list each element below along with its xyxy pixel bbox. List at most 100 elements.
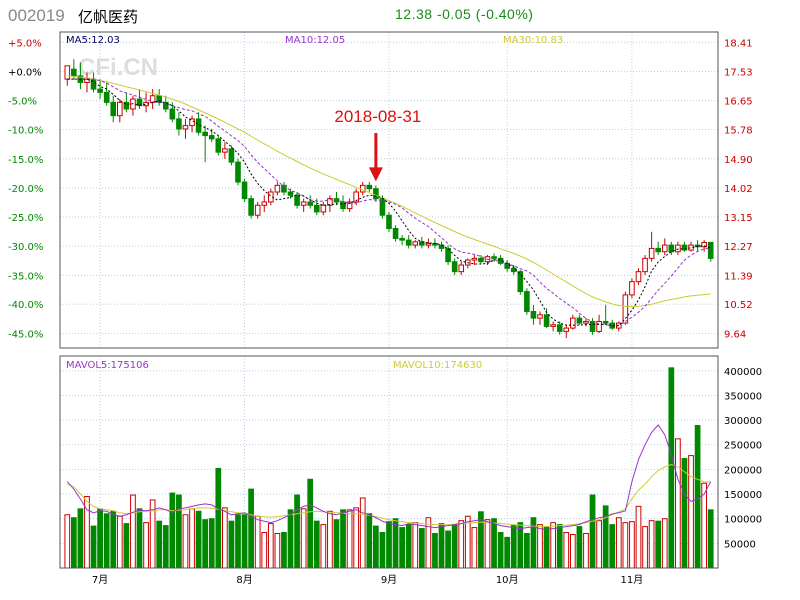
candle-body [222, 148, 228, 153]
candle-body [307, 201, 314, 206]
candle-body [169, 108, 176, 120]
candle-body [274, 184, 281, 193]
candle [202, 125, 208, 163]
mavol5-line [66, 424, 712, 531]
volume-bar [504, 536, 511, 569]
candle [556, 321, 563, 335]
ma-legend-ma30: MA30:10.83 [503, 35, 563, 46]
candle [524, 288, 530, 315]
volume-bar [281, 532, 287, 569]
candle-body [261, 201, 268, 206]
candle [386, 211, 392, 232]
right-price-tick: 18.41 [724, 38, 753, 49]
volume-bar [405, 524, 412, 569]
candle-body [583, 320, 589, 324]
candle [405, 235, 412, 249]
candle-body [64, 65, 71, 80]
candle [570, 314, 576, 330]
candle [84, 72, 90, 93]
candle [261, 195, 268, 212]
volume-bar [300, 508, 307, 569]
volume-bar [130, 494, 136, 569]
candle [110, 95, 117, 123]
candle [366, 182, 373, 192]
volume-bar [464, 515, 471, 569]
candle [307, 195, 314, 209]
candle-body [635, 271, 642, 283]
candle-body [550, 324, 556, 327]
volume-bar [583, 532, 589, 569]
candle [182, 118, 189, 139]
volume-bar [379, 532, 386, 569]
candle [675, 241, 681, 256]
candle [189, 115, 195, 133]
volume-bar [629, 521, 635, 569]
candle [294, 191, 300, 209]
candle-body [543, 314, 550, 327]
candle [136, 89, 143, 110]
volume-bar [681, 458, 688, 569]
volume-bar [228, 520, 235, 569]
candle-body [235, 161, 241, 183]
volume-bar [550, 522, 557, 569]
candle-body [524, 291, 530, 312]
volume-bar [458, 520, 465, 569]
candle [517, 269, 524, 295]
volume-bar [235, 514, 241, 569]
candle-body [84, 78, 90, 83]
candle [602, 304, 609, 325]
volume-bar [543, 526, 550, 569]
price-grid [60, 32, 718, 568]
left-pct-tick: -15.0% [8, 155, 43, 166]
candle [648, 231, 655, 262]
watermark: CFi.CN [78, 54, 158, 81]
right-price-tick: 15.78 [724, 126, 753, 137]
volume-bar [90, 525, 97, 569]
candle-body [123, 101, 130, 110]
right-price-tick: 10.52 [724, 300, 753, 311]
candle-body [241, 181, 248, 200]
volume-bar [445, 530, 451, 569]
candle [103, 82, 110, 106]
volume-bar [399, 527, 405, 569]
volume-bar [655, 520, 662, 569]
volume-bar [202, 519, 209, 569]
volume-bar [451, 524, 458, 569]
volume-bar [123, 523, 130, 569]
volume-bar [432, 532, 438, 569]
month-label: 11月 [621, 574, 644, 586]
candle [419, 236, 425, 249]
candle-body [176, 118, 182, 130]
candle [327, 195, 333, 212]
volume-bar [70, 517, 77, 569]
candle [688, 241, 694, 252]
annotation: 2018-08-31 [334, 107, 421, 182]
candle-body [451, 261, 458, 273]
volume-bar [215, 467, 222, 569]
volume-bar [569, 533, 576, 569]
month-label: 7月 [92, 574, 108, 586]
volume-bar [267, 523, 274, 569]
candle [346, 198, 353, 212]
price-change-pct: (-0.40%) [475, 6, 534, 22]
volume-bar [648, 520, 655, 569]
volume-bar [576, 526, 583, 569]
left-pct-tick: -40.0% [8, 300, 43, 311]
candle [215, 135, 222, 156]
candles [64, 59, 714, 339]
candle-body [399, 237, 405, 241]
volume-bar [602, 505, 609, 569]
left-pct-tick: -45.0% [8, 329, 43, 340]
volume-bar [162, 525, 169, 569]
candle-body [340, 201, 346, 210]
candle [543, 308, 550, 329]
candle-body [602, 320, 609, 324]
volume-bar [707, 509, 714, 569]
volume-bar [517, 522, 524, 569]
ma-lines [67, 75, 711, 327]
candle-body [622, 294, 629, 324]
candle [320, 201, 327, 216]
volume-bar [195, 510, 202, 569]
candle-body [254, 204, 261, 216]
candle-body [208, 135, 215, 140]
